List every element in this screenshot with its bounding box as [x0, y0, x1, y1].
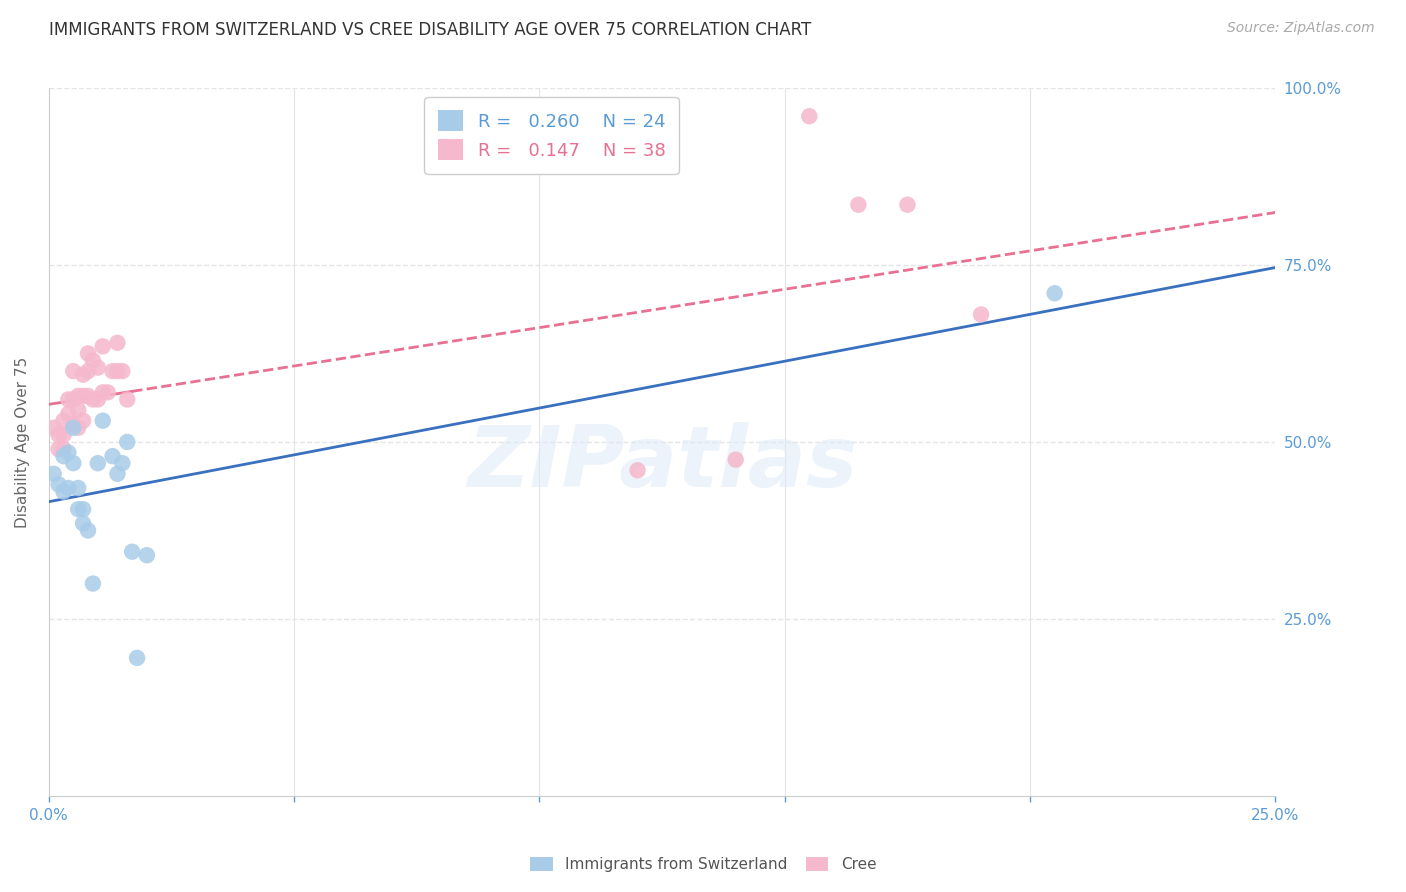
Text: Source: ZipAtlas.com: Source: ZipAtlas.com: [1227, 21, 1375, 36]
Point: [896, 198, 918, 212]
Point: [82, 353, 104, 368]
Point: [724, 452, 747, 467]
Point: [52, 414, 75, 428]
Point: [107, 364, 129, 378]
Text: ZIPatlas: ZIPatlas: [467, 422, 858, 505]
Point: [58, 407, 80, 421]
Point: [87, 360, 110, 375]
Point: [72, 414, 94, 428]
Point: [107, 335, 129, 350]
Point: [91, 385, 114, 400]
Point: [101, 364, 124, 378]
Point: [87, 392, 110, 407]
Point: [82, 576, 104, 591]
Point: [58, 481, 80, 495]
Point: [48, 442, 70, 456]
Point: [77, 364, 100, 378]
Point: [48, 477, 70, 491]
Text: IMMIGRANTS FROM SWITZERLAND VS CREE DISABILITY AGE OVER 75 CORRELATION CHART: IMMIGRANTS FROM SWITZERLAND VS CREE DISA…: [49, 21, 811, 39]
Point: [1043, 286, 1066, 301]
Point: [111, 364, 134, 378]
Point: [67, 502, 90, 516]
Point: [72, 389, 94, 403]
Point: [62, 456, 84, 470]
Point: [97, 385, 120, 400]
Point: [135, 548, 157, 562]
Point: [67, 389, 90, 403]
Point: [67, 403, 90, 417]
Legend: R =   0.260    N = 24, R =   0.147    N = 38: R = 0.260 N = 24, R = 0.147 N = 38: [425, 97, 679, 174]
Point: [52, 442, 75, 456]
Point: [101, 449, 124, 463]
Point: [121, 544, 143, 558]
Point: [77, 346, 100, 360]
Point: [117, 434, 139, 449]
Point: [58, 392, 80, 407]
Point: [62, 417, 84, 432]
Point: [125, 651, 148, 665]
Point: [72, 516, 94, 531]
Legend: Immigrants from Switzerland, Cree: Immigrants from Switzerland, Cree: [522, 849, 884, 880]
Point: [82, 392, 104, 407]
Point: [58, 445, 80, 459]
Point: [62, 364, 84, 378]
Point: [42, 467, 65, 481]
Point: [91, 339, 114, 353]
Point: [62, 392, 84, 407]
Point: [42, 421, 65, 435]
Point: [626, 463, 648, 477]
Point: [117, 392, 139, 407]
Point: [72, 502, 94, 516]
Point: [799, 109, 821, 123]
Point: [52, 484, 75, 499]
Point: [72, 368, 94, 382]
Point: [62, 421, 84, 435]
Point: [52, 428, 75, 442]
Point: [91, 414, 114, 428]
Point: [77, 389, 100, 403]
Point: [848, 198, 870, 212]
Point: [87, 456, 110, 470]
Y-axis label: Disability Age Over 75: Disability Age Over 75: [15, 356, 30, 527]
Point: [107, 467, 129, 481]
Point: [48, 428, 70, 442]
Point: [67, 481, 90, 495]
Point: [111, 456, 134, 470]
Point: [970, 308, 993, 322]
Point: [52, 449, 75, 463]
Point: [67, 421, 90, 435]
Point: [77, 524, 100, 538]
